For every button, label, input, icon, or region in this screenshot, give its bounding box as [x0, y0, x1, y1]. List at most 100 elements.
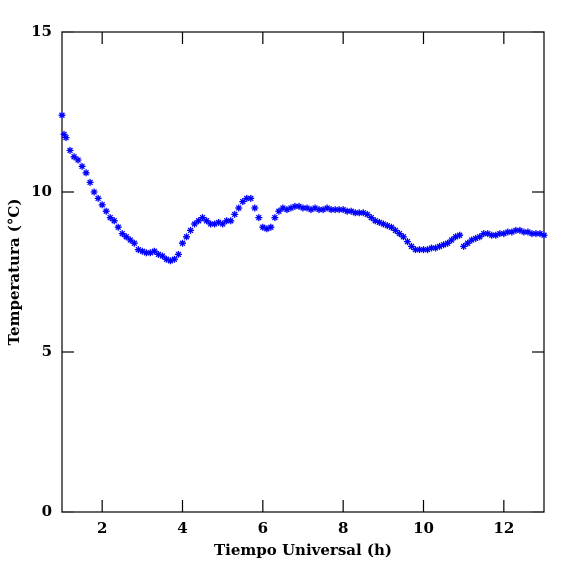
- y-tick-label: 10: [31, 182, 52, 200]
- point: [60, 130, 68, 138]
- point: [158, 252, 166, 260]
- point: [138, 247, 146, 255]
- point: [106, 214, 114, 222]
- point: [528, 230, 536, 238]
- point: [255, 214, 263, 222]
- point: [536, 230, 544, 238]
- point: [82, 169, 90, 177]
- point: [343, 207, 351, 215]
- point: [74, 156, 82, 164]
- point: [191, 220, 199, 228]
- point: [480, 230, 488, 238]
- point: [183, 233, 191, 241]
- point: [452, 233, 460, 241]
- point: [395, 230, 403, 238]
- y-tick-label: 15: [31, 22, 52, 40]
- point: [90, 188, 98, 196]
- point: [420, 246, 427, 254]
- point: [464, 239, 472, 247]
- point: [235, 204, 243, 212]
- point: [62, 134, 70, 142]
- point: [468, 236, 476, 244]
- point: [251, 204, 259, 212]
- point: [331, 206, 339, 214]
- point: [187, 226, 195, 234]
- point: [496, 230, 504, 238]
- point: [512, 226, 520, 234]
- point: [371, 217, 379, 225]
- point: [424, 246, 432, 254]
- x-tick-label: 12: [493, 519, 514, 537]
- point: [540, 231, 548, 239]
- point: [520, 228, 528, 236]
- point: [355, 209, 363, 217]
- point: [154, 250, 162, 258]
- point: [94, 194, 102, 202]
- point: [78, 162, 86, 170]
- point: [162, 255, 170, 263]
- point: [70, 153, 78, 161]
- x-tick-label: 4: [177, 519, 187, 537]
- point: [432, 244, 440, 252]
- point: [379, 220, 387, 228]
- point: [259, 223, 267, 231]
- point: [387, 223, 395, 231]
- point: [263, 225, 271, 233]
- point: [488, 231, 496, 239]
- x-tick-label: 10: [413, 519, 434, 537]
- point: [403, 238, 411, 246]
- point: [110, 217, 118, 225]
- point: [227, 217, 235, 225]
- point: [319, 206, 327, 214]
- point: [347, 207, 355, 215]
- point: [283, 206, 291, 214]
- y-axis-label: Temperatura (°C): [5, 199, 23, 346]
- point: [367, 214, 375, 222]
- point: [279, 204, 287, 212]
- point: [472, 234, 480, 242]
- point: [516, 226, 524, 234]
- point: [231, 210, 239, 218]
- point: [239, 198, 247, 206]
- point: [150, 247, 158, 255]
- point: [134, 246, 142, 254]
- point: [339, 206, 347, 214]
- point: [363, 210, 371, 218]
- point: [271, 214, 279, 222]
- point: [223, 217, 231, 225]
- point: [383, 222, 391, 230]
- point: [195, 217, 203, 225]
- point: [207, 220, 215, 228]
- point: [299, 204, 307, 212]
- point: [275, 207, 283, 215]
- point: [504, 228, 512, 236]
- point: [359, 209, 367, 217]
- point: [267, 223, 275, 231]
- point: [311, 204, 319, 212]
- point: [391, 226, 399, 234]
- point: [118, 230, 126, 238]
- point: [215, 218, 223, 226]
- point: [532, 230, 540, 238]
- point: [203, 217, 211, 225]
- point: [199, 214, 207, 222]
- point: [524, 228, 532, 236]
- point: [351, 209, 359, 217]
- point: [440, 241, 448, 249]
- point: [315, 206, 323, 214]
- point: [170, 255, 178, 263]
- point: [102, 207, 110, 215]
- point: [508, 228, 516, 236]
- point: [179, 239, 186, 247]
- x-tick-label: 8: [338, 519, 348, 537]
- point: [323, 204, 331, 212]
- point: [436, 242, 444, 250]
- point: [456, 231, 464, 239]
- plot-frame: [61, 31, 545, 513]
- point: [126, 236, 134, 244]
- point: [86, 178, 94, 186]
- y-tick-label: 5: [42, 342, 52, 360]
- x-tick-label: 6: [258, 519, 268, 537]
- point: [460, 242, 468, 250]
